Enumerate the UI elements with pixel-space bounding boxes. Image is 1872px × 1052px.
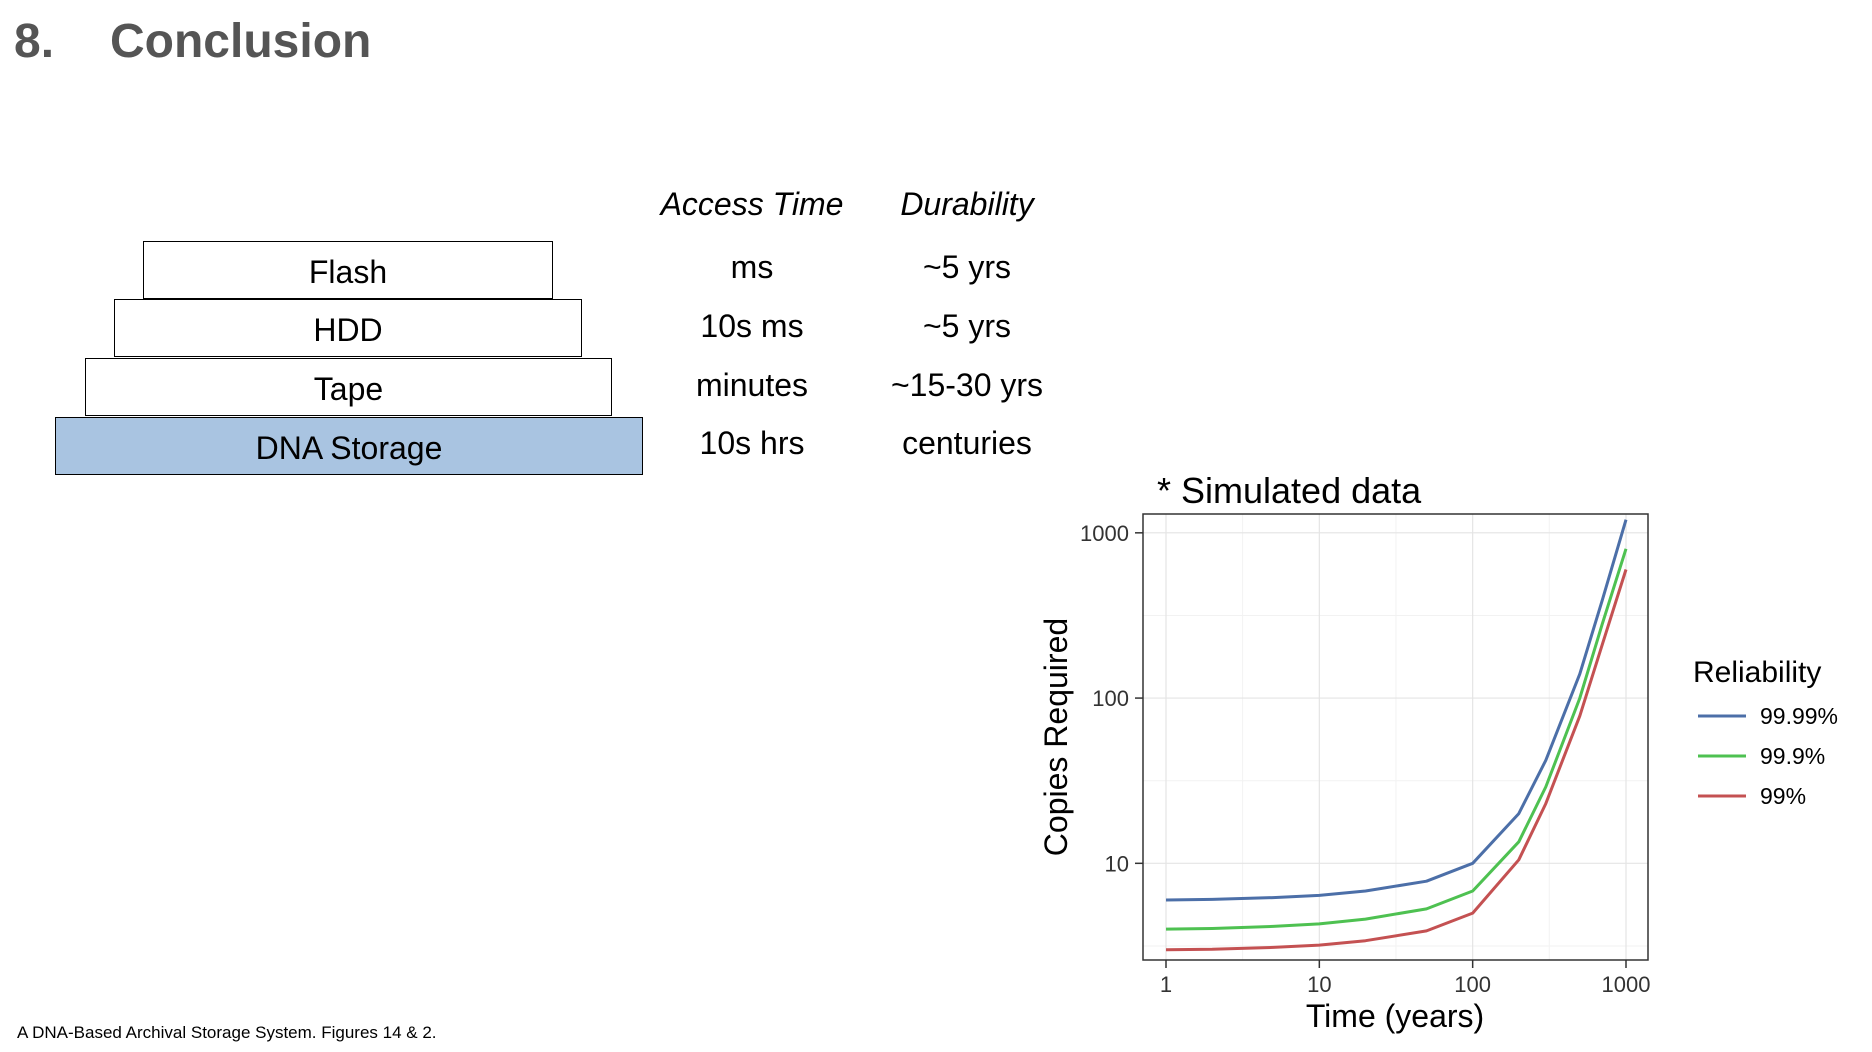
legend: 99.99% 99.9% 99% bbox=[1698, 703, 1838, 809]
access-time-cell: minutes bbox=[695, 367, 809, 403]
durability-cell: ~15-30 yrs bbox=[890, 367, 1044, 403]
y-tick-label: 10 bbox=[1105, 851, 1129, 876]
footnote: A DNA-Based Archival Storage System. Fig… bbox=[17, 1023, 437, 1042]
legend-title: Reliability bbox=[1693, 656, 1821, 689]
series-line bbox=[1165, 569, 1628, 952]
x-tick-label: 100 bbox=[1454, 972, 1491, 997]
layer-label: HDD bbox=[313, 311, 383, 348]
plot-border bbox=[1142, 513, 1649, 961]
y-axis-label: Copies Required bbox=[1038, 618, 1074, 856]
layer-tape: Tape bbox=[85, 358, 612, 416]
series-line bbox=[1165, 519, 1628, 902]
legend-label: 99.99% bbox=[1760, 703, 1838, 729]
x-tick-label: 10 bbox=[1307, 972, 1331, 997]
layer-hdd: HDD bbox=[114, 299, 582, 357]
x-tick-label: 1000 bbox=[1602, 972, 1651, 997]
access-time-cell: 10s ms bbox=[700, 308, 804, 344]
durability-cell: ~5 yrs bbox=[922, 249, 1012, 285]
durability-cell: ~5 yrs bbox=[922, 308, 1012, 344]
access-time-cell: 10s hrs bbox=[699, 425, 805, 461]
layer-label: Tape bbox=[313, 370, 384, 407]
x-tick-label: 1 bbox=[1160, 972, 1172, 997]
slide-heading: Conclusion bbox=[110, 15, 372, 68]
chart-title: * Simulated data bbox=[1157, 470, 1422, 511]
layer-label: Flash bbox=[308, 253, 388, 290]
axes: 1 10 100 1000 10 100 1000 bbox=[1080, 521, 1650, 997]
slide-number: 8. bbox=[14, 15, 55, 68]
layer-label: DNA Storage bbox=[255, 429, 443, 466]
header-durability: Durability bbox=[900, 186, 1034, 222]
layer-flash: Flash bbox=[143, 241, 553, 299]
series-lines bbox=[1165, 519, 1628, 952]
layer-dna-storage: DNA Storage bbox=[55, 417, 643, 475]
header-access-time: Access Time bbox=[660, 186, 844, 222]
legend-label: 99.9% bbox=[1760, 743, 1825, 769]
grid bbox=[1143, 514, 1648, 960]
legend-label: 99% bbox=[1760, 783, 1806, 809]
durability-cell: centuries bbox=[902, 425, 1032, 461]
slide-title: 8. Conclusion bbox=[14, 14, 371, 69]
x-axis-label: Time (years) bbox=[1306, 998, 1484, 1034]
y-tick-label: 100 bbox=[1092, 686, 1129, 711]
series-line bbox=[1165, 548, 1628, 931]
y-tick-label: 1000 bbox=[1080, 521, 1129, 546]
access-time-cell: ms bbox=[730, 249, 774, 285]
